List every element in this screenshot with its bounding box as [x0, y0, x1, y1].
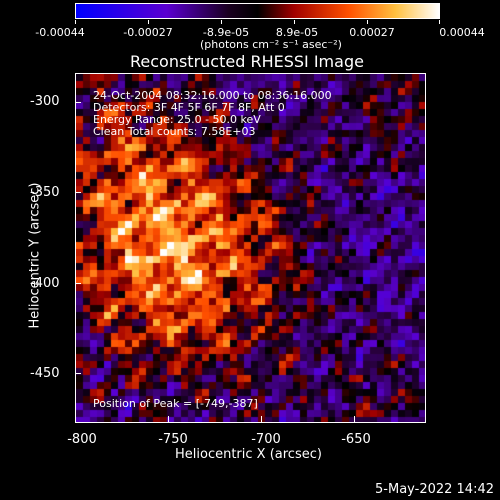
y-axis-label: Heliocentric Y (arcsec): [27, 182, 43, 329]
colorbar-label: -0.00044: [35, 26, 85, 39]
colorbar-tick: [367, 20, 368, 24]
timestamp: 5-May-2022 14:42: [375, 482, 494, 497]
y-tick-mark: [75, 102, 81, 103]
y-tick-mark: [75, 283, 81, 284]
colorbar-tick: [439, 20, 440, 24]
x-tick-label: -700: [251, 432, 281, 447]
heatmap-image: [76, 74, 425, 422]
y-tick-mark: [75, 373, 81, 374]
x-axis-label: Heliocentric X (arcsec): [175, 447, 322, 462]
colorbar-units: (photons cm⁻² s⁻¹ asec⁻²): [200, 38, 342, 51]
overlay-peak: Position of Peak = [-749,-387]: [93, 397, 258, 410]
colorbar-tick: [148, 20, 149, 24]
colorbar-label: 0.00044: [439, 26, 485, 39]
y-tick-mark: [75, 192, 81, 193]
y-tick-label: -400: [30, 276, 60, 291]
y-tick-label: -300: [30, 94, 60, 109]
overlay-detectors: Detectors: 3F 4F 5F 6F 7F 8F, Att 0: [93, 101, 285, 114]
colorbar-tick: [294, 20, 295, 24]
y-tick-label: -450: [30, 366, 60, 381]
plot-title: Reconstructed RHESSI Image: [130, 52, 364, 71]
overlay-energy: Energy Range: 25.0 - 50.0 keV: [93, 113, 261, 126]
x-tick-mark: [354, 416, 355, 422]
colorbar-gradient: [76, 4, 439, 18]
colorbar: [75, 3, 440, 19]
colorbar-label: 8.9e-05: [275, 26, 319, 39]
colorbar-label: 0.00027: [349, 26, 395, 39]
y-tick-label: -350: [30, 185, 60, 200]
plot-area: 24-Oct-2004 08:32:16.000 to 08:36:16.000…: [75, 73, 426, 423]
colorbar-label: -0.00027: [123, 26, 173, 39]
colorbar-tick: [75, 20, 76, 24]
x-tick-label: -650: [341, 432, 371, 447]
x-tick-label: -800: [67, 432, 97, 447]
overlay-method: Clean Total counts: 7.58E+03: [93, 125, 256, 138]
x-tick-mark: [261, 416, 262, 422]
colorbar-tick: [221, 20, 222, 24]
colorbar-label: -8.9e-05: [202, 26, 250, 39]
x-tick-mark: [168, 416, 169, 422]
overlay-time-range: 24-Oct-2004 08:32:16.000 to 08:36:16.000: [93, 89, 332, 102]
x-tick-label: -750: [158, 432, 188, 447]
